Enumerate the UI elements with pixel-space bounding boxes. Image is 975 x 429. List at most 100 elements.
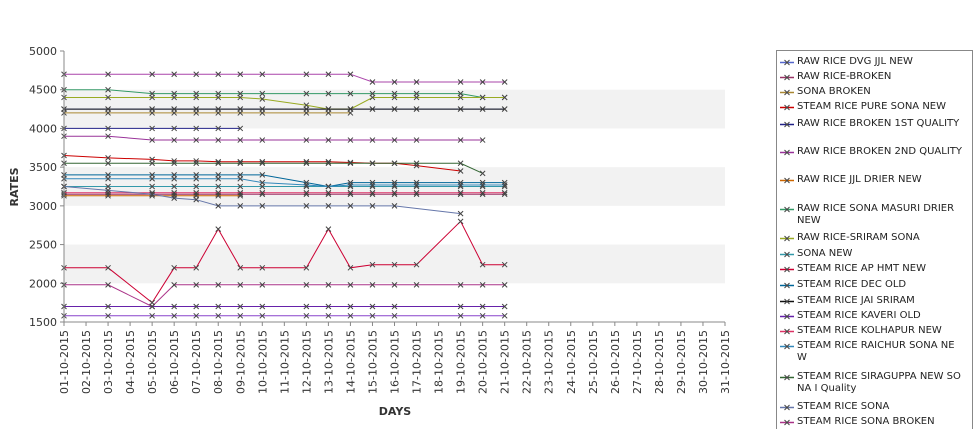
data-point (193, 189, 200, 196)
x-tick-label: 02-10-2015 (80, 330, 93, 394)
legend-marker-icon (777, 146, 797, 159)
legend-item: RAW RICE JJL DRIER NEW (777, 174, 972, 187)
data-point (457, 106, 464, 112)
data-point (149, 175, 155, 182)
data-point (237, 160, 244, 167)
x-tick-label: 19-10-2015 (455, 330, 468, 394)
data-point (501, 106, 508, 112)
data-point (413, 137, 420, 143)
x-tick-label: 16-10-2015 (389, 330, 402, 394)
data-point (479, 106, 486, 112)
data-point (501, 303, 508, 310)
legend-item: RAW RICE SONA MASURI DRIER NEW (777, 203, 972, 227)
data-point (171, 125, 178, 132)
legend-item: STEAM RICE PURE SONA NEW (777, 101, 972, 114)
y-tick-label: 4000 (29, 122, 57, 135)
data-point (215, 106, 222, 112)
legend-item: STEAM RICE AP HMT NEW (777, 263, 972, 276)
legend-marker-icon (777, 248, 797, 261)
legend-item: STEAM RICE JAI SRIRAM (777, 295, 972, 308)
data-point (237, 106, 244, 112)
data-point (391, 137, 398, 143)
data-point (215, 125, 222, 132)
legend-label: STEAM RICE SONA (797, 401, 890, 412)
legend-item: STEAM RICE RAICHUR SONA NEW (777, 340, 972, 364)
data-point (215, 281, 222, 288)
data-point (259, 137, 266, 143)
x-tick-label: 11-10-2015 (278, 330, 291, 394)
data-point (391, 312, 398, 319)
series-line (61, 133, 486, 143)
data-point (193, 183, 200, 190)
x-tick-label: 12-10-2015 (300, 330, 313, 394)
data-point (149, 303, 155, 310)
data-point (237, 137, 244, 143)
data-point (325, 106, 332, 112)
data-point (259, 189, 266, 196)
x-tick-label: 09-10-2015 (234, 330, 247, 394)
data-point (105, 187, 111, 194)
data-point (259, 90, 266, 97)
data-point (347, 203, 354, 209)
data-point (391, 106, 398, 112)
data-point (149, 94, 155, 101)
x-tick-label: 15-10-2015 (366, 330, 379, 394)
data-point (347, 179, 354, 186)
legend-label: STEAM RICE AP HMT NEW (797, 263, 926, 274)
y-tick-label: 2500 (29, 239, 57, 252)
data-point (457, 137, 464, 143)
data-point (237, 125, 244, 132)
data-point (171, 158, 178, 164)
data-point (171, 303, 178, 310)
series-line (61, 86, 508, 101)
data-point (259, 106, 266, 112)
data-point (413, 160, 420, 167)
data-point (347, 303, 354, 310)
data-point (171, 175, 178, 182)
data-point (391, 303, 398, 310)
data-point (105, 312, 111, 319)
legend-marker-icon (777, 371, 797, 384)
data-point (479, 94, 486, 101)
x-tick-label: 06-10-2015 (168, 330, 181, 394)
data-point (479, 170, 486, 177)
data-point (149, 137, 155, 143)
data-point (215, 160, 222, 167)
data-point (325, 71, 332, 78)
legend-item: STEAM RICE KAVERI OLD (777, 310, 972, 323)
data-point (501, 182, 508, 188)
data-point (237, 281, 244, 288)
data-point (369, 281, 376, 288)
series-path (63, 186, 461, 215)
data-point (479, 303, 486, 310)
x-tick-label: 22-10-2015 (521, 330, 534, 394)
data-point (303, 303, 310, 310)
x-tick-label: 17-10-2015 (411, 330, 424, 394)
legend-item: STEAM RICE DEC OLD (777, 279, 972, 292)
data-point (193, 281, 200, 288)
data-point (303, 312, 310, 319)
data-point (347, 106, 354, 112)
data-point (413, 189, 420, 196)
data-point (259, 179, 266, 186)
data-point (193, 264, 200, 271)
data-point (413, 162, 420, 169)
y-tick-label: 1500 (29, 316, 57, 329)
legend-marker-icon (777, 232, 797, 245)
x-tick-label: 25-10-2015 (587, 330, 600, 394)
data-point (105, 71, 111, 78)
data-point (193, 125, 200, 132)
data-point (259, 264, 266, 271)
data-point (215, 175, 222, 182)
series-path (64, 135, 483, 141)
data-point (303, 264, 310, 271)
data-point (479, 189, 486, 196)
x-tick-label: 27-10-2015 (631, 330, 644, 394)
data-point (193, 106, 200, 112)
data-point (347, 189, 354, 196)
legend-marker-icon (777, 203, 797, 216)
x-tick-label: 13-10-2015 (322, 330, 335, 394)
data-point (105, 175, 111, 182)
data-point (215, 137, 222, 143)
legend-marker-icon (777, 101, 797, 114)
